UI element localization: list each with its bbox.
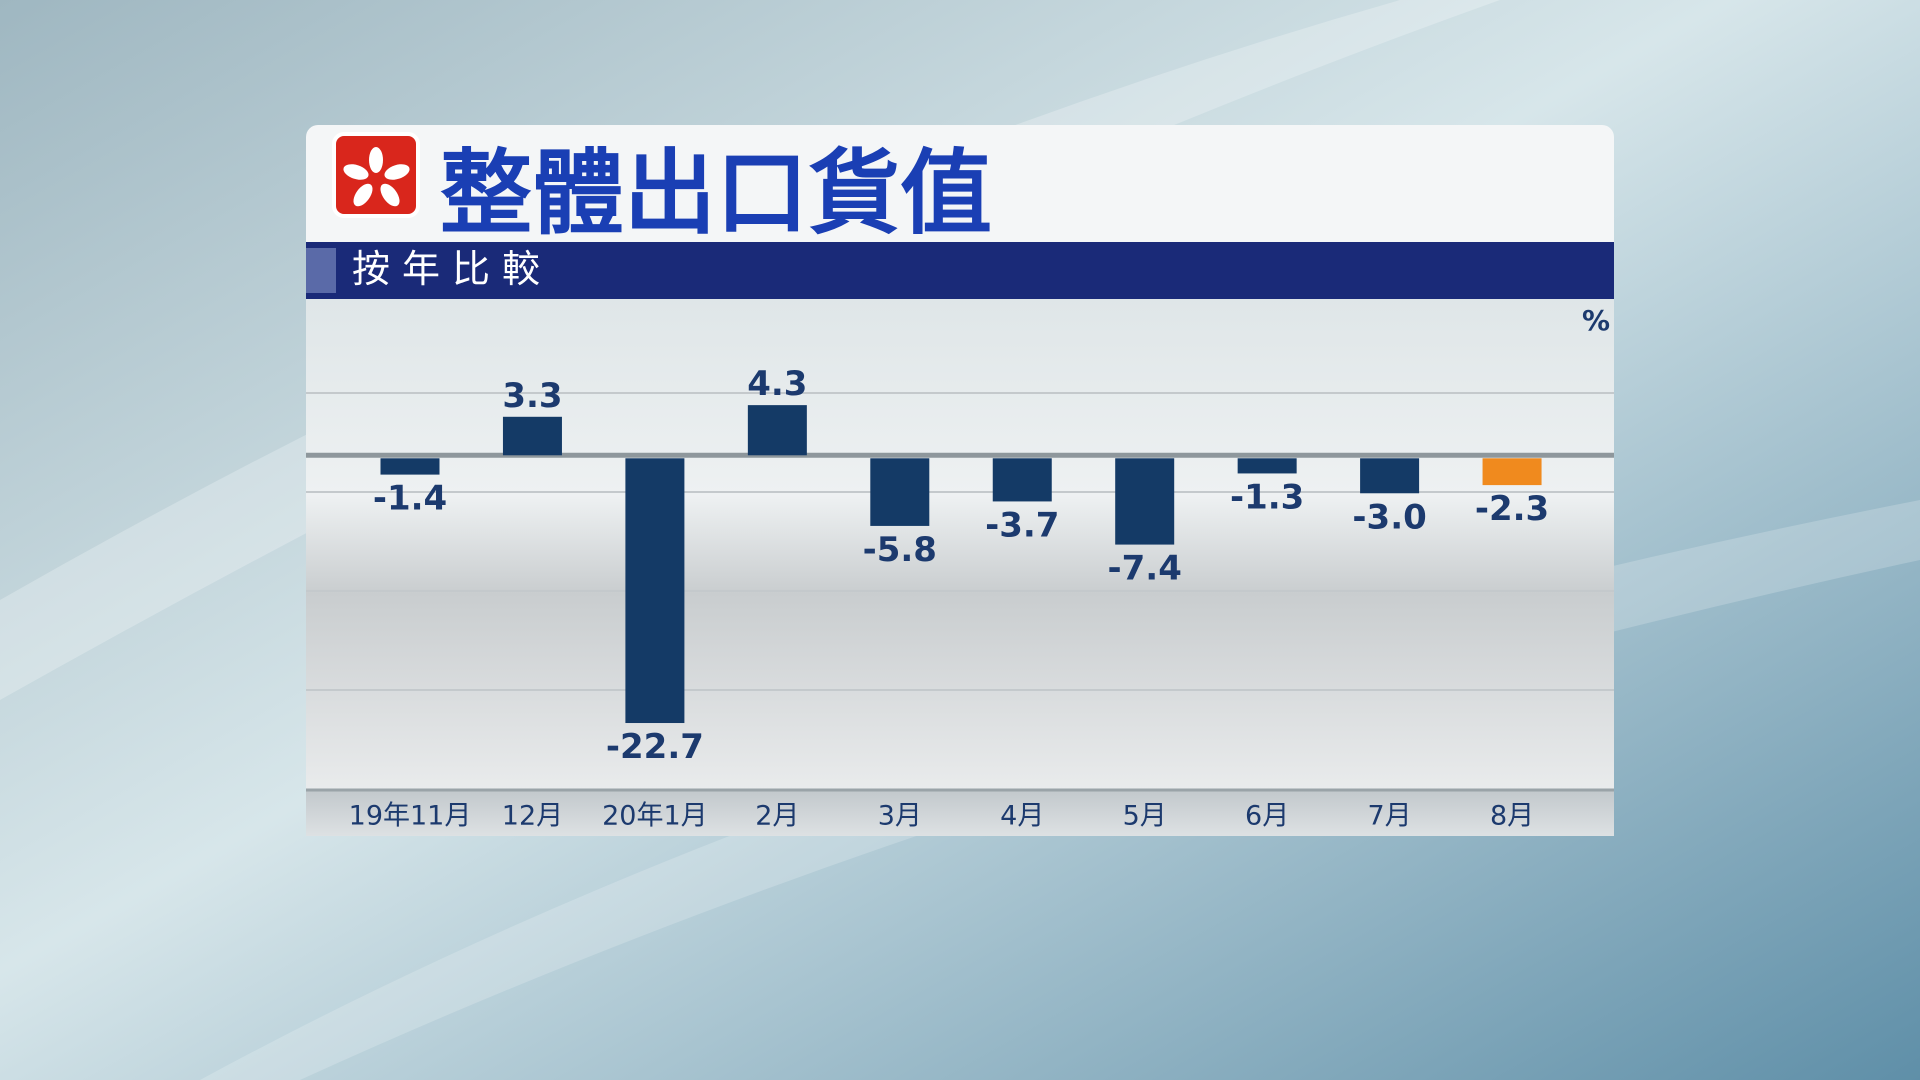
plot-area [306, 299, 1614, 790]
unit-label: % [1582, 304, 1610, 337]
value-label: -1.4 [373, 479, 447, 519]
value-label: -5.8 [863, 530, 937, 570]
subtitle-band [306, 242, 1614, 299]
value-label: -1.3 [1230, 477, 1304, 517]
subtitle-accent [306, 248, 336, 293]
bar [1482, 458, 1542, 486]
x-tick-label: 19年11月 [349, 801, 472, 832]
value-label: -2.3 [1475, 489, 1549, 529]
bar [992, 458, 1052, 502]
bar [1360, 458, 1420, 494]
x-tick-label: 5月 [1123, 801, 1167, 832]
flag-flower [343, 147, 410, 207]
chart-title: 整體出口貨值 [440, 140, 992, 247]
x-tick-label: 12月 [502, 801, 563, 832]
x-tick-label: 4月 [1000, 801, 1044, 832]
x-tick-label: 6月 [1245, 801, 1289, 832]
value-label: -22.7 [606, 727, 704, 767]
bar [1115, 458, 1175, 545]
x-tick-label: 8月 [1490, 801, 1534, 832]
value-label: -3.0 [1352, 497, 1426, 537]
x-tick-label: 7月 [1368, 801, 1412, 832]
chart-subtitle: 按年比較 [352, 247, 552, 291]
x-tick-label: 3月 [878, 801, 922, 832]
value-label: -7.4 [1108, 549, 1182, 589]
value-label: -3.7 [985, 505, 1059, 545]
bar [380, 458, 440, 475]
bar [870, 458, 930, 526]
bar [1237, 458, 1297, 474]
x-tick-label: 20年1月 [602, 801, 708, 832]
category-strip [306, 790, 1614, 836]
x-tick-label: 2月 [755, 801, 799, 832]
decor-lines [306, 392, 1614, 691]
value-label: 3.3 [502, 376, 562, 416]
bar [502, 416, 562, 456]
value-label: 4.3 [747, 364, 807, 404]
bar [625, 458, 685, 724]
bar [747, 405, 807, 456]
